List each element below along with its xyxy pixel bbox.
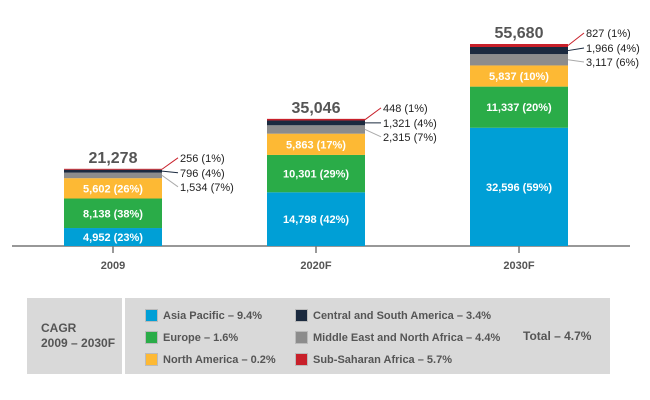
- bar-segment: [64, 168, 162, 170]
- x-tick-label: 2009: [101, 260, 125, 272]
- bar-segment: [267, 120, 365, 126]
- legend-swatch: [145, 309, 158, 322]
- segment-label: 5,837 (10%): [489, 71, 549, 83]
- legend-label: Central and South America – 3.4%: [313, 309, 492, 322]
- segment-label: 1,534 (7%): [180, 182, 234, 194]
- legend-item-north-america: North America – 0.2%: [145, 353, 276, 366]
- bar-segment: [470, 86, 568, 128]
- segment-label: 3,117 (6%): [586, 57, 639, 69]
- leader-line: [364, 129, 382, 138]
- bar-segment: [64, 172, 162, 179]
- leader-line: [161, 170, 179, 174]
- legend-label: Middle East and North Africa – 4.4%: [313, 331, 501, 344]
- leader-line: [567, 47, 585, 52]
- segment-label: 448 (1%): [383, 103, 428, 115]
- legend-total: Total – 4.7%: [523, 329, 592, 343]
- legend-item-middle-east-north-africa: Middle East and North Africa – 4.4%: [295, 331, 500, 344]
- segment-label: 5,602 (26%): [83, 183, 143, 195]
- bar-segment: [470, 127, 568, 246]
- bar-segment: [64, 228, 162, 246]
- bar-segment: [267, 192, 365, 246]
- cagr-title: CAGR 2009 – 2030F: [27, 298, 125, 374]
- segment-label: 10,301 (29%): [283, 169, 349, 181]
- bar-segment: [267, 154, 365, 193]
- leader-line: [364, 107, 382, 121]
- legend-swatch: [295, 353, 308, 366]
- segment-label: 5,863 (17%): [286, 139, 346, 151]
- legend-label: North America – 0.2%: [163, 353, 276, 366]
- cagr-period: 2009 – 2030F: [41, 336, 116, 350]
- segment-label: 8,138 (38%): [83, 208, 143, 220]
- stacked-bar-chart: 2009 21,278 4,952 (23%) 8,138 (38%) 5,602 (2…: [12, 25, 640, 272]
- bar-segment: [64, 198, 162, 229]
- leader-line: [161, 157, 179, 170]
- x-tick-label: 2030F: [503, 260, 534, 272]
- x-tick-label: 2020F: [300, 260, 331, 272]
- cagr-label: CAGR: [41, 321, 77, 335]
- segment-label: 1,321 (4%): [383, 118, 437, 130]
- segment-label: 256 (1%): [180, 153, 225, 165]
- bar-total-label: 21,278: [89, 150, 138, 167]
- leader-line: [567, 59, 585, 63]
- cagr-legend: CAGR 2009 – 2030F Asia Pacific – 9.4% Eu…: [27, 298, 610, 374]
- bar-segment: [64, 178, 162, 199]
- bar-total-label: 35,046: [292, 100, 341, 117]
- segment-label: 1,966 (4%): [586, 43, 640, 55]
- bar-segment: [470, 65, 568, 87]
- segment-label: 796 (4%): [180, 168, 225, 180]
- legend-label: Sub-Saharan Africa – 5.7%: [313, 353, 452, 366]
- legend-item-europe: Europe – 1.6%: [145, 331, 238, 344]
- bar-segment: [267, 118, 365, 121]
- legend-item-asia-pacific: Asia Pacific – 9.4%: [145, 309, 262, 322]
- bar-segment: [470, 54, 568, 66]
- segment-label: 32,596 (59%): [486, 182, 552, 194]
- bar-segment: [267, 133, 365, 155]
- leader-line: [567, 32, 585, 46]
- segment-label: 4,952 (23%): [83, 232, 143, 244]
- bar-segment: [470, 47, 568, 55]
- legend-swatch: [295, 331, 308, 344]
- legend-swatch: [295, 309, 308, 322]
- bar-total-label: 55,680: [495, 25, 544, 42]
- segment-label: 14,798 (42%): [283, 214, 349, 226]
- segment-label: 827 (1%): [586, 28, 631, 40]
- leader-line: [161, 174, 179, 188]
- legend-label: Europe – 1.6%: [163, 331, 239, 344]
- bar-segment: [64, 169, 162, 173]
- legend-swatch: [145, 331, 158, 344]
- bar-segment: [267, 125, 365, 134]
- bar-segment: [470, 44, 568, 48]
- segment-label: 2,315 (7%): [383, 132, 437, 144]
- legend-item-sub-saharan-africa: Sub-Saharan Africa – 5.7%: [295, 353, 452, 366]
- legend-swatch: [145, 353, 158, 366]
- legend-item-central-south-america: Central and South America – 3.4%: [295, 309, 491, 322]
- segment-label: 11,337 (20%): [486, 102, 552, 114]
- legend-label: Asia Pacific – 9.4%: [163, 309, 263, 322]
